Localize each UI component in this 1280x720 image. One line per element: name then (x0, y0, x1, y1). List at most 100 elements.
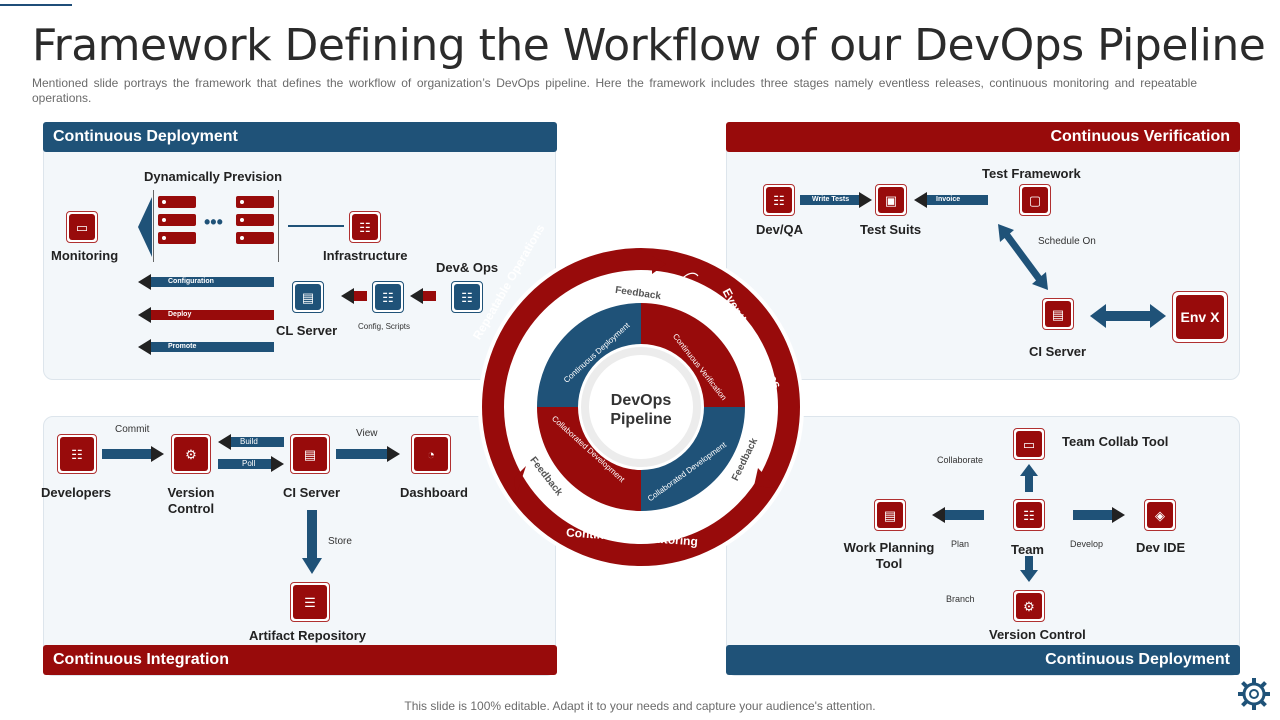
dev-ide-node: ◈ (1144, 499, 1176, 531)
arrow-schedule-on (998, 224, 1048, 290)
label-monitoring: Monitoring (51, 248, 119, 263)
server-icon (236, 232, 274, 244)
ci-server-node-top: ▤ (1042, 298, 1074, 330)
label-dev-qa: Dev/QA (756, 222, 803, 237)
label-team: Team (1011, 542, 1044, 557)
database-icon: ☰ (293, 585, 327, 619)
arrow-label-poll: Poll (242, 459, 256, 468)
label-commit: Commit (115, 424, 150, 435)
briefcase-icon: ▣ (878, 187, 904, 213)
label-test-suits: Test Suits (860, 222, 922, 237)
arrow-promote: Promote (138, 339, 274, 355)
arrow-store (302, 510, 322, 574)
label-dev-ops: Dev& Ops (436, 260, 499, 275)
label-schedule-on: Schedule On (1038, 236, 1096, 247)
label-dev-ide: Dev IDE (1136, 540, 1186, 555)
server-icon (158, 196, 196, 208)
monitoring-node: ▭ (66, 211, 98, 243)
cube-icon: ◈ (1147, 502, 1173, 528)
version-control-node: ⚙ (171, 434, 211, 474)
arrow-configuration: Configuration (138, 274, 274, 290)
team-icon: ☷ (1016, 502, 1042, 528)
arrow-collaborate (1020, 464, 1038, 492)
team-icon: ☷ (454, 284, 480, 310)
label-develop: Develop (1070, 539, 1104, 549)
label-artifact-repository: Artifact Repository (249, 628, 367, 643)
env-x-label: Env X (1176, 295, 1224, 339)
label-developers: Developers (41, 485, 112, 500)
test-suits-node: ▣ (875, 184, 907, 216)
document-icon: ▤ (1045, 301, 1071, 327)
document-icon: ▢ (1022, 187, 1048, 213)
arrow-config-to-clserver (341, 288, 367, 304)
monitor-icon: ▭ (69, 214, 95, 240)
arrow-develop (1073, 507, 1125, 523)
label-version-control-br: Version Control (989, 627, 1086, 642)
document-icon: ▤ (877, 502, 903, 528)
arrow-build: Build (218, 434, 284, 450)
label-work-planning-tool: Work Planning Tool (843, 540, 935, 571)
label-team-collab-tool: Team Collab Tool (1062, 434, 1169, 449)
developers-node: ☷ (57, 434, 97, 474)
server-icon (158, 214, 196, 226)
header-continuous-integration: Continuous Integration (43, 645, 557, 675)
label-dynamically-prevision: Dynamically Prevision (144, 169, 283, 184)
top-accent-line (0, 4, 72, 6)
team-collab-tool-node: ▭ (1013, 428, 1045, 460)
dev-ops-node: ☷ (451, 281, 483, 313)
center-title-line2: Pipeline (610, 411, 672, 428)
footer-note: This slide is 100% editable. Adapt it to… (404, 699, 876, 713)
server-icon (158, 232, 196, 244)
arrow-poll: Poll (218, 456, 284, 472)
infrastructure-node: ☷ (349, 211, 381, 243)
label-store: Store (328, 536, 352, 547)
label-plan: Plan (951, 539, 970, 549)
server-icon (236, 196, 274, 208)
arrow-ci-env (1090, 304, 1166, 328)
label-ci-server-bottom: CI Server (283, 485, 341, 500)
header-continuous-verification: Continuous Verification (726, 122, 1240, 152)
gear-icon: ⚙ (174, 437, 208, 471)
header-continuous-deployment-bottom: Continuous Deployment (726, 645, 1240, 675)
header-continuous-deployment-top: Continuous Deployment (43, 122, 557, 152)
arrow-plan (932, 507, 984, 523)
arrow-branch (1020, 556, 1038, 582)
arrow-label-deploy: Deploy (168, 311, 192, 318)
label-config-scripts: Config, Scripts (358, 322, 411, 331)
arrow-deploy: Deploy (138, 307, 274, 323)
dashboard-icon: ◔ (414, 437, 448, 471)
document-icon: ▤ (293, 437, 327, 471)
arrow-label-configuration: Configuration (168, 278, 214, 285)
config-scripts-node: ☷ (372, 281, 404, 313)
cl-server-node: ▤ (292, 281, 324, 313)
label-dashboard: Dashboard (400, 485, 468, 500)
infra-to-servers-line (288, 225, 344, 227)
gear-icon: ⚙ (1016, 593, 1042, 619)
work-planning-tool-node: ▤ (874, 499, 906, 531)
arrow-view (336, 446, 400, 462)
panel-top-right (726, 124, 1240, 380)
arrow-label-promote: Promote (168, 343, 197, 350)
server-dots: ••• (204, 212, 223, 232)
page-title: Framework Defining the Workflow of our D… (32, 20, 1266, 71)
panel-top-left (43, 124, 556, 380)
version-control-node-br: ⚙ (1013, 590, 1045, 622)
center-title: DevOps Pipeline (589, 391, 693, 429)
label-collaborate: Collaborate (937, 455, 984, 465)
arrow-invoice: Invoice (914, 192, 988, 208)
label-view: View (356, 428, 378, 439)
test-framework-node: ▢ (1019, 184, 1051, 216)
label-version-control-bottom: Version Control (167, 485, 215, 516)
center-title-line1: DevOps (610, 392, 672, 409)
server-icon: ▤ (295, 284, 321, 310)
label-infrastructure: Infrastructure (323, 248, 408, 263)
dashboard-node: ◔ (411, 434, 451, 474)
team-icon: ☷ (375, 284, 401, 310)
team-icon: ☷ (766, 187, 792, 213)
label-branch: Branch (946, 594, 975, 604)
artifact-repository-node: ☰ (290, 582, 330, 622)
chat-icon: ▭ (1016, 431, 1042, 457)
server-stack-right (236, 196, 276, 256)
gear-icon (1238, 678, 1270, 710)
server-group-bracket (153, 190, 279, 262)
